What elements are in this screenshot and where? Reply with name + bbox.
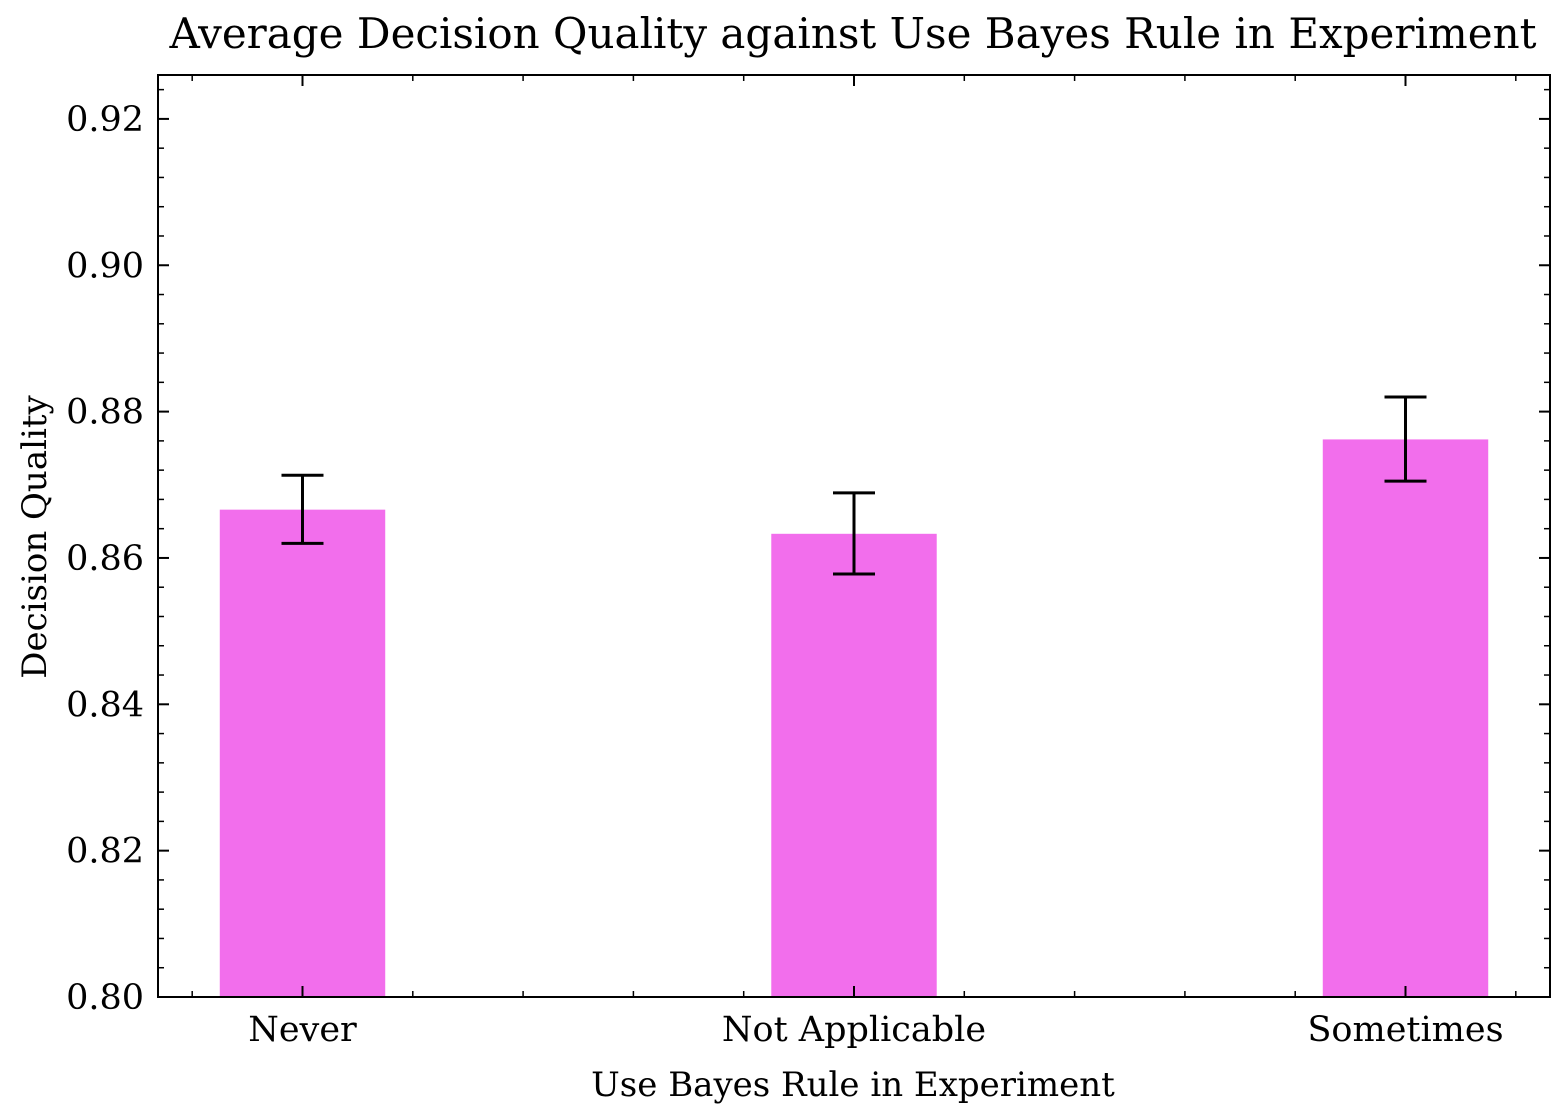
y-tick-label-3: 0.86 — [66, 539, 144, 579]
y-tick-label-4: 0.88 — [66, 393, 144, 433]
y-axis-label: Decision Quality — [15, 394, 55, 678]
bars-layer — [219, 439, 1489, 997]
y-tick-label-6: 0.92 — [66, 100, 144, 140]
chart-title: Average Decision Quality against Use Bay… — [168, 9, 1536, 58]
ticks-layer — [158, 75, 1550, 998]
bar-1 — [771, 533, 937, 997]
x-axis-label: Use Bayes Rule in Experiment — [591, 1065, 1115, 1105]
y-tick-label-2: 0.84 — [66, 685, 144, 725]
bar-2 — [1322, 439, 1489, 997]
error-bars-layer — [281, 395, 1427, 576]
y-tick-label-0: 0.80 — [66, 978, 144, 1018]
x-tick-label-2: Sometimes — [1307, 1010, 1503, 1050]
bar-0 — [219, 509, 386, 997]
y-tick-label-5: 0.90 — [66, 246, 144, 286]
y-tick-labels: 0.80 0.82 0.84 0.86 0.88 0.90 0.92 — [66, 100, 144, 1018]
x-tick-label-1: Not Applicable — [722, 1010, 986, 1050]
x-tick-label-0: Never — [248, 1010, 357, 1050]
y-tick-label-1: 0.82 — [66, 832, 144, 872]
x-tick-labels: Never Not Applicable Sometimes — [248, 1010, 1503, 1050]
